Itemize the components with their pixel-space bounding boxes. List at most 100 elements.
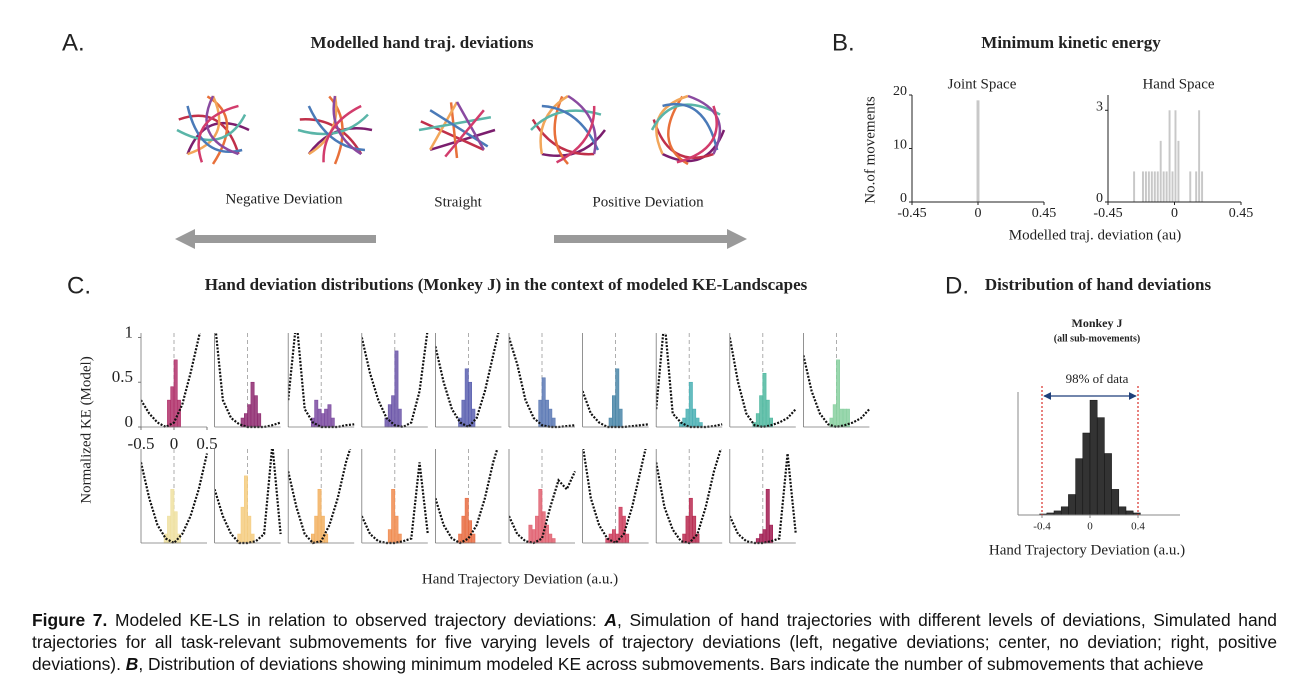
small-plot bbox=[803, 333, 871, 429]
small-plot bbox=[141, 449, 209, 545]
trajectory bbox=[420, 120, 485, 151]
x-axis-label: Modelled traj. deviation (au) bbox=[1009, 227, 1181, 243]
ke-curve bbox=[509, 470, 576, 545]
bar bbox=[464, 368, 469, 428]
bar bbox=[253, 395, 258, 428]
bar bbox=[765, 399, 770, 428]
bar bbox=[1147, 171, 1150, 202]
bar bbox=[1201, 171, 1204, 202]
bar bbox=[615, 368, 620, 428]
trajectory bbox=[429, 109, 489, 148]
panel-letter: D. bbox=[945, 272, 969, 299]
ke-curve bbox=[509, 337, 576, 429]
bar bbox=[397, 408, 402, 428]
bar bbox=[1060, 506, 1069, 516]
bar bbox=[394, 515, 399, 544]
bar bbox=[320, 413, 325, 428]
annotation: 98% of data bbox=[1066, 371, 1129, 386]
bar bbox=[548, 533, 553, 544]
bar bbox=[1153, 171, 1156, 202]
x-tick-label: 0.45 bbox=[1032, 206, 1057, 221]
trajectory bbox=[205, 95, 239, 156]
panel-letter: A. bbox=[62, 29, 85, 56]
trajectory bbox=[178, 114, 240, 155]
bar bbox=[1156, 171, 1159, 202]
ke-curve bbox=[582, 449, 647, 545]
bar bbox=[541, 377, 546, 428]
bar bbox=[324, 408, 329, 428]
bar bbox=[1133, 171, 1136, 202]
bar bbox=[544, 399, 549, 428]
small-plot bbox=[288, 333, 355, 429]
bar bbox=[471, 533, 476, 544]
y-tick-label: 0.5 bbox=[112, 367, 133, 386]
bar bbox=[317, 488, 322, 544]
caption-figure: Figure 7. bbox=[32, 610, 108, 630]
chart-subtitle: (all sub-movements) bbox=[1054, 333, 1140, 344]
small-plot bbox=[435, 333, 500, 429]
bar bbox=[394, 350, 399, 428]
bar bbox=[1189, 171, 1192, 202]
panel-title: Minimum kinetic energy bbox=[981, 33, 1161, 52]
y-tick-label: 0 bbox=[900, 191, 907, 206]
bar bbox=[551, 417, 556, 428]
y-tick-label: 10 bbox=[893, 138, 907, 153]
panel-letter: C. bbox=[67, 272, 91, 299]
bar bbox=[685, 515, 690, 544]
caption-text: , Distribution of deviations showing min… bbox=[138, 654, 1204, 674]
bar bbox=[1162, 171, 1165, 202]
bar bbox=[548, 408, 553, 428]
bar bbox=[765, 488, 770, 544]
small-plot bbox=[435, 449, 499, 545]
x-tick-label: 0 bbox=[1171, 206, 1178, 221]
trajectory bbox=[553, 95, 569, 165]
x-tick-label: 0.5 bbox=[196, 434, 217, 453]
trajectory bbox=[187, 95, 221, 156]
x-tick-label: -0.4 bbox=[1033, 521, 1051, 533]
bar bbox=[170, 386, 175, 428]
ke-curve bbox=[656, 333, 723, 429]
bar bbox=[759, 533, 764, 544]
bar bbox=[1104, 453, 1112, 516]
x-tick-label: 0 bbox=[170, 434, 179, 453]
x-tick-label: 0.45 bbox=[1229, 206, 1254, 221]
small-plot bbox=[288, 449, 352, 545]
bar bbox=[1068, 494, 1076, 516]
panel-title: Distribution of hand deviations bbox=[985, 275, 1212, 294]
caption-panel: A bbox=[604, 610, 617, 630]
trajectory bbox=[418, 116, 492, 132]
x-tick-label: -0.45 bbox=[897, 206, 926, 221]
bar bbox=[317, 408, 322, 428]
bar bbox=[976, 100, 980, 202]
trajectory bbox=[449, 102, 459, 159]
bar bbox=[257, 413, 262, 428]
trajectory bbox=[332, 95, 362, 156]
x-tick-label: 0 bbox=[1087, 521, 1093, 533]
bar bbox=[244, 475, 248, 544]
bar bbox=[1082, 432, 1091, 516]
caption-text: Modeled KE-LS in relation to observed tr… bbox=[114, 610, 597, 630]
x-axis-label: Hand Trajectory Deviation (a.u.) bbox=[989, 542, 1185, 558]
small-plot bbox=[656, 449, 722, 545]
panel-title: Hand deviation distributions (Monkey J) … bbox=[205, 275, 808, 294]
bar bbox=[538, 488, 543, 544]
trajectory bbox=[444, 109, 485, 158]
bar bbox=[1118, 506, 1127, 516]
deviation-label: Positive Deviation bbox=[592, 194, 704, 210]
bar bbox=[531, 529, 536, 544]
bar bbox=[611, 395, 616, 428]
ke-curve bbox=[141, 453, 209, 545]
bar bbox=[167, 399, 171, 428]
trajectory bbox=[567, 94, 597, 155]
bar bbox=[836, 359, 841, 428]
bar bbox=[685, 408, 690, 428]
ke-curve bbox=[141, 333, 201, 429]
figure-caption: Figure 7. Modeled KE-LS in relation to o… bbox=[32, 609, 1277, 675]
trajectory bbox=[676, 105, 718, 164]
small-plot bbox=[729, 333, 797, 429]
bar bbox=[759, 395, 764, 428]
ke-curve bbox=[361, 333, 429, 429]
bar bbox=[528, 524, 533, 544]
bar bbox=[247, 515, 252, 544]
bar bbox=[1150, 171, 1153, 202]
